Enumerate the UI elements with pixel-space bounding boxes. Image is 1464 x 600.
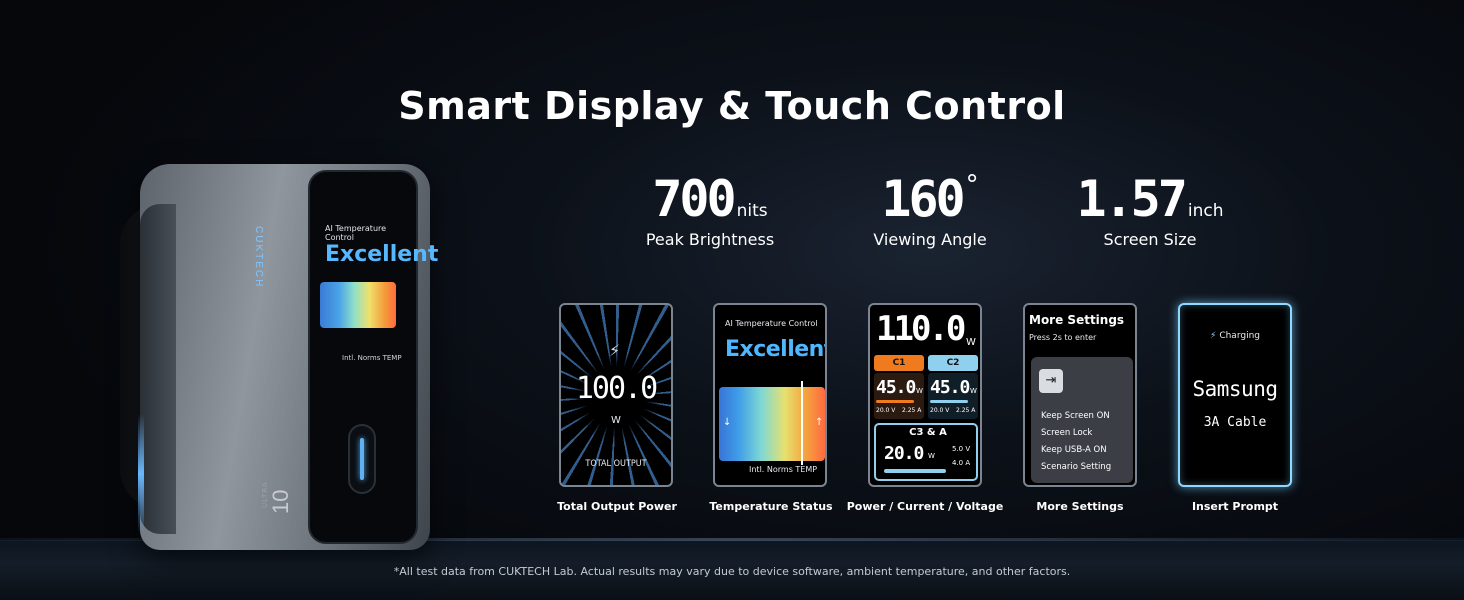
- stat-size-unit: inch: [1187, 201, 1224, 221]
- port-c3a-value: 20.0: [884, 443, 924, 464]
- charging-label: Charging: [1219, 331, 1260, 341]
- device-edge-glow: [138, 414, 144, 534]
- device-brand: CUKTECH: [253, 226, 264, 289]
- lightning-icon: ⚡: [1209, 331, 1217, 341]
- stat-brightness-value: 700: [652, 170, 736, 228]
- screen-power-current-voltage: 110.0 W C1 45.0 W 20.0 V 2.25 A C2 45.0 …: [868, 303, 982, 487]
- stat-brightness-unit: nits: [736, 201, 768, 221]
- port-c3a-unit: W: [928, 452, 935, 460]
- port-c1-bar: [876, 400, 914, 403]
- stat-brightness: 700 nits Peak Brightness: [600, 170, 820, 249]
- caption-temperature: Temperature Status: [709, 500, 833, 513]
- settings-item-screen-lock: Screen Lock: [1041, 428, 1093, 438]
- port-c2-box: [928, 373, 978, 419]
- device-temperature-bar: [320, 282, 396, 328]
- stat-size-value: 1.57: [1076, 170, 1187, 228]
- port-c2-voltage: 20.0 V: [930, 407, 950, 414]
- stat-angle-value: 160: [881, 170, 965, 228]
- screen-total-output: ⚡ 100.0 W TOTAL OUTPUT: [559, 303, 673, 487]
- stat-angle-label: Viewing Angle: [873, 230, 987, 249]
- caption-pcv: Power / Current / Voltage: [846, 500, 1004, 513]
- port-c1-current: 2.25 A: [902, 407, 922, 414]
- enter-icon: ⇥: [1039, 369, 1063, 393]
- stat-size-label: Screen Size: [1103, 230, 1197, 249]
- headline: Smart Display & Touch Control: [398, 84, 1066, 128]
- screen-temperature: AI Temperature Control Excellent ↓ ↑ Int…: [713, 303, 827, 487]
- usb-c-port: [348, 424, 376, 494]
- stat-angle-unit: °: [965, 170, 979, 200]
- pcv-total-value: 110.0: [876, 309, 966, 349]
- settings-item-keep-screen-on: Keep Screen ON: [1041, 411, 1110, 421]
- floor: [0, 540, 1464, 600]
- device-model-sub: ULTRA: [261, 481, 269, 508]
- port-c3a-current: 4.0 A: [952, 459, 971, 467]
- settings-title: More Settings: [1029, 313, 1125, 327]
- total-output-unit: W: [611, 415, 621, 426]
- settings-subtitle: Press 2s to enter: [1029, 333, 1097, 342]
- device-screen-title: AI Temperature Control: [325, 224, 387, 242]
- port-c1-value: 45.0: [876, 377, 916, 398]
- port-c2-unit: W: [970, 387, 977, 395]
- port-c3a-label: C3 & A: [909, 427, 947, 438]
- temperature-gradient-bar: [719, 387, 825, 461]
- port-c3a-bar: [884, 469, 946, 473]
- total-output-value: 100.0: [575, 371, 658, 406]
- device-side: [140, 204, 176, 534]
- port-c1-unit: W: [916, 387, 923, 395]
- port-c2-current: 2.25 A: [956, 407, 976, 414]
- port-c1-chip: C1: [874, 355, 924, 371]
- port-c2-bar: [930, 400, 968, 403]
- arrow-down-icon: ↓: [723, 417, 732, 428]
- screen-insert-prompt: ⚡ Charging Samsung 3A Cable: [1178, 303, 1292, 487]
- speed-rays: [561, 305, 671, 485]
- device-screen-footer: Intl. Norms TEMP: [342, 354, 402, 362]
- port-c3a-box: C3 & A 20.0 W 5.0 V 4.0 A: [874, 423, 978, 481]
- caption-more-settings: More Settings: [1036, 500, 1124, 513]
- floor-highlight: [0, 538, 1464, 541]
- charger-device: CUKTECH 10 ULTRA AI Temperature Control …: [120, 164, 439, 550]
- port-c2-chip: C2: [928, 355, 978, 371]
- lightning-icon: ⚡: [609, 341, 621, 360]
- temperature-marker: [801, 381, 803, 465]
- caption-total-output: Total Output Power: [557, 500, 677, 513]
- port-c1-box: [874, 373, 924, 419]
- cable-type: 3A Cable: [1203, 415, 1267, 430]
- caption-insert-prompt: Insert Prompt: [1191, 500, 1279, 513]
- arrow-up-icon: ↑: [815, 417, 824, 428]
- port-c2-value: 45.0: [930, 377, 970, 398]
- temp-title: AI Temperature Control: [725, 319, 818, 328]
- settings-item-keep-usb-a-on: Keep USB-A ON: [1041, 445, 1107, 455]
- port-c3a-voltage: 5.0 V: [952, 445, 971, 453]
- total-output-label: TOTAL OUTPUT: [585, 459, 647, 469]
- stat-screen-size: 1.57 inch Screen Size: [1040, 170, 1260, 249]
- pcv-total-unit: W: [966, 337, 976, 348]
- stat-viewing-angle: 160 ° Viewing Angle: [820, 170, 1040, 249]
- device-model: 10: [268, 489, 293, 514]
- stat-brightness-label: Peak Brightness: [645, 230, 775, 249]
- temp-status: Excellent: [725, 337, 827, 362]
- footnote: *All test data from CUKTECH Lab. Actual …: [393, 565, 1071, 578]
- device-brand-detected: Samsung: [1192, 377, 1278, 401]
- screen-more-settings: More Settings Press 2s to enter ⇥ Keep S…: [1023, 303, 1137, 487]
- settings-item-scenario-setting: Scenario Setting: [1041, 462, 1112, 472]
- port-c1-voltage: 20.0 V: [876, 407, 896, 414]
- charging-status: ⚡ Charging: [1180, 331, 1290, 341]
- temp-footer: Intl. Norms TEMP: [749, 465, 818, 474]
- device-screen-status: Excellent: [325, 242, 439, 267]
